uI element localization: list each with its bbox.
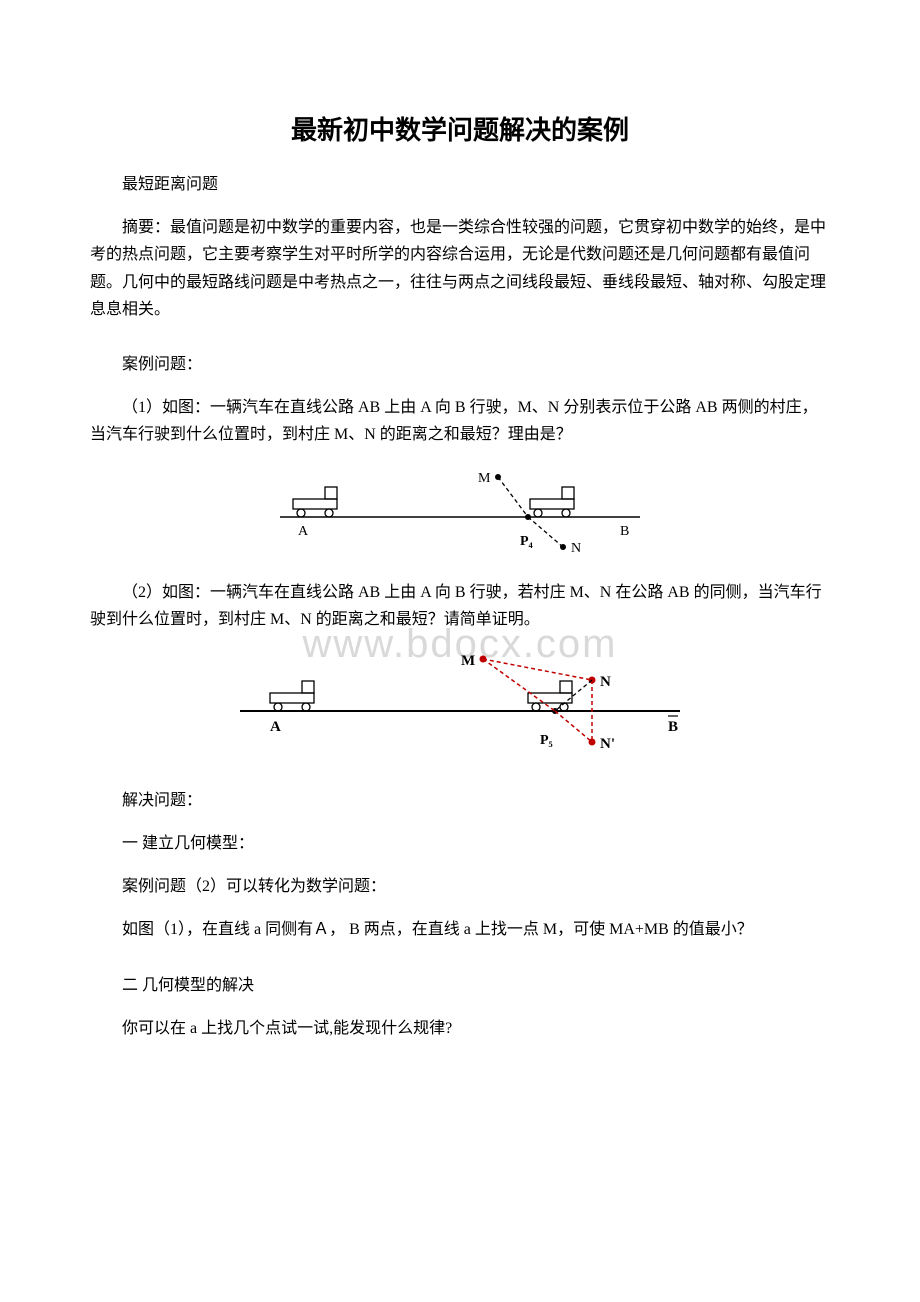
svg-text:B: B <box>668 719 678 735</box>
figure-2: A B M N N' P₅ <box>90 649 830 759</box>
svg-text:N': N' <box>600 736 615 752</box>
para-q1: （1）如图：一辆汽车在直线公路 AB 上由 A 向 B 行驶，M、N 分别表示位… <box>90 394 830 448</box>
svg-text:A: A <box>270 719 281 735</box>
para-abstract: 摘要：最值问题是初中数学的重要内容，也是一类综合性较强的问题，它贯穿初中数学的始… <box>90 214 830 323</box>
document-content: 最新初中数学问题解决的案例 最短距离问题 摘要：最值问题是初中数学的重要内容，也… <box>90 110 830 1042</box>
page-title: 最新初中数学问题解决的案例 <box>90 110 830 147</box>
para-fig-desc: 如图（1），在直线 a 同侧有Ａ， B 两点，在直线 a 上找一点 M，可使 M… <box>90 916 830 943</box>
figure-1-svg: A B M N P₄ <box>270 465 650 565</box>
svg-text:A: A <box>298 524 309 539</box>
para-try: 你可以在 a 上找几个点试一试,能发现什么规律? <box>90 1015 830 1042</box>
para-geom-solve: 二 几何模型的解决 <box>90 972 830 999</box>
svg-text:P₅: P₅ <box>540 733 553 748</box>
figure-2-svg: A B M N N' P₅ <box>230 649 690 759</box>
para-solve-heading: 解决问题： <box>90 787 830 814</box>
svg-text:N: N <box>600 674 611 690</box>
svg-text:B: B <box>620 524 629 539</box>
svg-text:M: M <box>461 653 475 669</box>
figure-1: A B M N P₄ <box>90 465 830 565</box>
para-q2: （2）如图：一辆汽车在直线公路 AB 上由 A 向 B 行驶，若村庄 M、N 在… <box>90 579 830 633</box>
svg-text:N: N <box>571 541 581 556</box>
svg-text:M: M <box>478 471 491 486</box>
para-case-heading: 案例问题： <box>90 351 830 378</box>
para-topic: 最短距离问题 <box>90 171 830 198</box>
svg-text:P₄: P₄ <box>520 534 534 549</box>
para-model-heading: 一 建立几何模型： <box>90 830 830 857</box>
para-transform: 案例问题（2）可以转化为数学问题： <box>90 873 830 900</box>
